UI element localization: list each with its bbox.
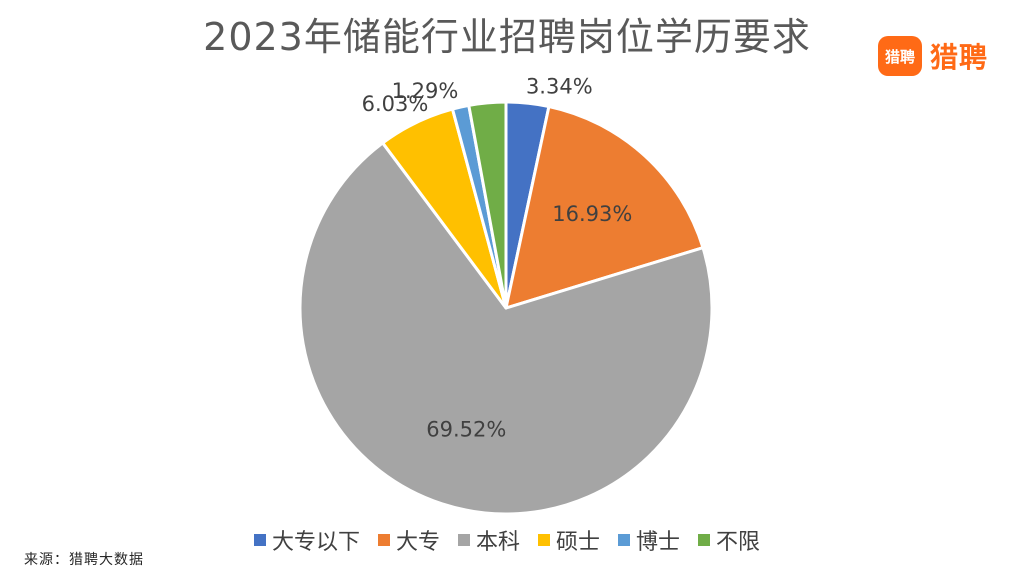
data-label-1: 3.34% <box>526 75 593 99</box>
pie-slice-2 <box>504 105 705 310</box>
brand-logo: 猎聘 猎聘 <box>878 36 988 76</box>
legend-swatch-3 <box>457 534 470 546</box>
chart-title: 2023年储能行业招聘岗位学历要求 <box>203 15 811 59</box>
legend-item-3: 本科 <box>457 524 520 556</box>
legend-item-1: 大专以下 <box>253 524 360 556</box>
brand-badge-icon: 猎聘 <box>878 36 922 76</box>
legend-label-4: 硕士 <box>556 530 601 555</box>
legend-item-4: 硕士 <box>538 524 600 556</box>
legend-swatch-5 <box>618 534 631 546</box>
legend-label-6: 不限 <box>716 530 761 555</box>
pie-slice-6 <box>467 100 508 310</box>
data-label-3: 69.52% <box>426 417 506 441</box>
legend-item-6: 不限 <box>698 524 760 556</box>
legend-swatch-6 <box>698 534 711 546</box>
legend-swatch-1 <box>253 534 266 546</box>
pie-slices <box>298 100 714 516</box>
legend-swatch-4 <box>538 534 550 546</box>
legend-label-3: 本科 <box>475 530 520 555</box>
data-label-5: 1.29% <box>392 79 459 103</box>
pie-data-labels: 3.34% 16.93% 69.52% 6.03%1.29% <box>362 75 633 442</box>
chart-legend: 大专以下 大专 本科 硕士 博士 不限 <box>0 524 1014 556</box>
legend-item-5: 博士 <box>618 524 680 556</box>
legend-label-2: 大专 <box>395 530 440 555</box>
legend-item-2: 大专 <box>377 524 440 556</box>
legend-swatch-2 <box>377 534 390 546</box>
data-label-4: 6.03% <box>362 92 429 116</box>
pie-slice-3 <box>298 141 714 516</box>
legend-label-1: 大专以下 <box>271 530 360 555</box>
source-note: 来源：猎聘大数据 <box>24 552 144 568</box>
data-label-2: 16.93% <box>552 202 632 226</box>
legend-label-5: 博士 <box>636 530 681 555</box>
brand-name: 猎聘 <box>930 41 989 74</box>
